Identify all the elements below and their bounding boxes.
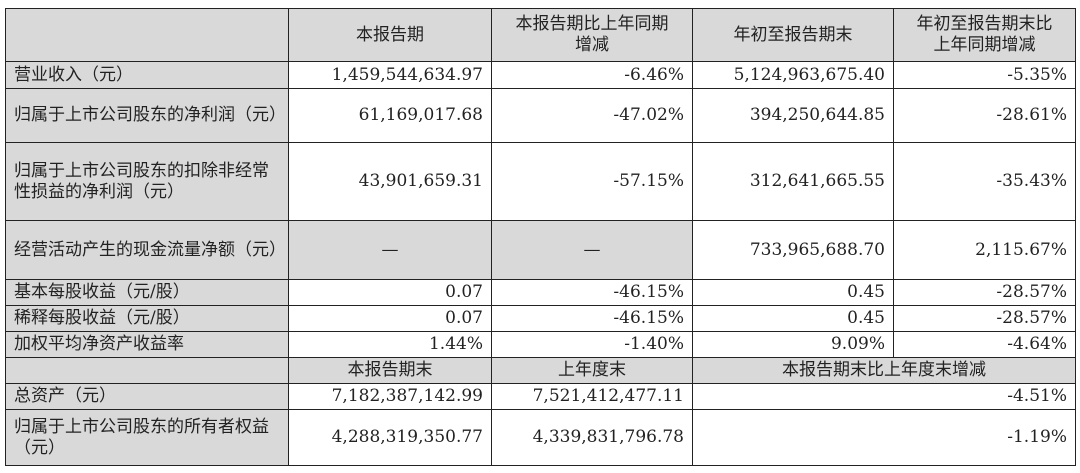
header-cell-empty (5, 357, 289, 384)
table-row: 加权平均净资产收益率 1.44% -1.40% 9.09% -4.64% (5, 331, 1076, 358)
header-row: 本报告期 本报告期比上年同期增减 年初至报告期末 年初至报告期末比上年同期增减 (5, 8, 1076, 62)
cell: -1.19% (692, 409, 1076, 466)
cell: -57.15% (491, 142, 693, 221)
cell: — (491, 220, 693, 280)
cell: — (288, 220, 492, 280)
cell: -4.64% (893, 331, 1076, 358)
cell: 1.44% (288, 331, 492, 358)
cell: -47.02% (491, 88, 693, 143)
cell: 1,459,544,634.97 (288, 61, 492, 89)
cell: -46.15% (491, 279, 693, 306)
cell: -46.15% (491, 305, 693, 332)
header-cell-empty (5, 8, 289, 62)
cell: 0.45 (692, 305, 894, 332)
header-current-period: 本报告期 (288, 8, 492, 62)
row-label: 归属于上市公司股东的扣除非经常性损益的净利润（元） (5, 142, 289, 221)
table-row: 总资产（元） 7,182,387,142.99 7,521,412,477.11… (5, 383, 1076, 410)
cell: 394,250,644.85 (692, 88, 894, 143)
header-period-end: 本报告期末 (288, 357, 492, 384)
header-ytd: 年初至报告期末 (692, 8, 894, 62)
header-current-period-yoy: 本报告期比上年同期增减 (491, 8, 693, 62)
cell: 0.07 (288, 305, 492, 332)
cell: 5,124,963,675.40 (692, 61, 894, 89)
table-row: 经营活动产生的现金流量净额（元） — — 733,965,688.70 2,11… (5, 220, 1076, 280)
table-row: 归属于上市公司股东的所有者权益（元） 4,288,319,350.77 4,33… (5, 409, 1076, 466)
cell: -6.46% (491, 61, 693, 89)
cell: -4.51% (692, 383, 1076, 410)
cell: -28.61% (893, 88, 1076, 143)
row-label: 总资产（元） (5, 383, 289, 410)
row-label: 营业收入（元） (5, 61, 289, 89)
row-label: 归属于上市公司股东的净利润（元） (5, 88, 289, 143)
cell: -1.40% (491, 331, 693, 358)
row-label: 加权平均净资产收益率 (5, 331, 289, 358)
cell: 7,521,412,477.11 (491, 383, 693, 410)
row-label: 稀释每股收益（元/股） (5, 305, 289, 332)
table-row: 归属于上市公司股东的净利润（元） 61,169,017.68 -47.02% 3… (5, 88, 1076, 143)
row-label: 归属于上市公司股东的所有者权益（元） (5, 409, 289, 466)
cell: 312,641,665.55 (692, 142, 894, 221)
cell: -35.43% (893, 142, 1076, 221)
table-row: 归属于上市公司股东的扣除非经常性损益的净利润（元） 43,901,659.31 … (5, 142, 1076, 221)
table-row: 稀释每股收益（元/股） 0.07 -46.15% 0.45 -28.57% (5, 305, 1076, 332)
header-period-end-change: 本报告期末比上年度末增减 (692, 357, 1076, 384)
cell: 0.45 (692, 279, 894, 306)
row-label: 经营活动产生的现金流量净额（元） (5, 220, 289, 280)
cell: 61,169,017.68 (288, 88, 492, 143)
cell: -28.57% (893, 305, 1076, 332)
header-prior-year-end: 上年度末 (491, 357, 693, 384)
table-row: 营业收入（元） 1,459,544,634.97 -6.46% 5,124,96… (5, 61, 1076, 89)
cell: 7,182,387,142.99 (288, 383, 492, 410)
cell: 4,339,831,796.78 (491, 409, 693, 466)
cell: 9.09% (692, 331, 894, 358)
cell: 43,901,659.31 (288, 142, 492, 221)
cell: 733,965,688.70 (692, 220, 894, 280)
header-row-2: 本报告期末 上年度末 本报告期末比上年度末增减 (5, 357, 1076, 384)
table-row: 基本每股收益（元/股） 0.07 -46.15% 0.45 -28.57% (5, 279, 1076, 306)
cell: 4,288,319,350.77 (288, 409, 492, 466)
cell: -5.35% (893, 61, 1076, 89)
cell: -28.57% (893, 279, 1076, 306)
header-ytd-yoy: 年初至报告期末比上年同期增减 (893, 8, 1076, 62)
cell: 0.07 (288, 279, 492, 306)
row-label: 基本每股收益（元/股） (5, 279, 289, 306)
financial-summary-table: 本报告期 本报告期比上年同期增减 年初至报告期末 年初至报告期末比上年同期增减 … (5, 8, 1076, 466)
cell: 2,115.67% (893, 220, 1076, 280)
